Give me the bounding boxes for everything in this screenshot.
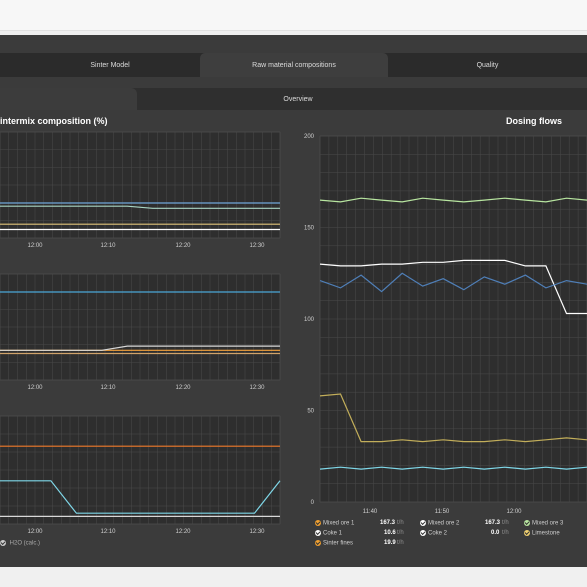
legend-value: 0.0 — [491, 530, 500, 536]
legend-unit: t/h — [397, 540, 404, 546]
legend-item-mixed-ore-2[interactable]: Mixed ore 2 — [420, 520, 459, 530]
legend-value: 167.3 — [485, 520, 501, 526]
legend-label: Mixed ore 3 — [532, 520, 564, 527]
page-bottom — [0, 567, 587, 587]
check-icon — [420, 520, 426, 526]
dosing-flows-chart: 0 50 100 150 200 11:40 11:50 12:00 — [298, 130, 587, 522]
app-frame: Sinter Model Raw material compositions Q… — [0, 35, 587, 567]
x-tick-label: 12:00 — [27, 529, 43, 535]
x-tick-label: 12:00 — [27, 243, 43, 249]
legend-unit: t/h — [397, 520, 404, 526]
y-tick-label: 0 — [311, 500, 315, 506]
y-tick-label: 200 — [304, 134, 315, 140]
x-tick-label: 12:00 — [27, 385, 43, 391]
legend-row: Mixed ore 1 167.3 t/h Mixed ore 2 167.3 … — [313, 520, 587, 530]
x-tick-label: 12:00 — [506, 509, 522, 515]
legend-label: Mixed ore 2 — [428, 520, 460, 527]
legend-row: Coke 1 10.6 t/h Coke 2 0.0 t/h Limestone — [313, 530, 587, 540]
x-tick-label: 12:30 — [249, 529, 265, 535]
legend-value: 10.6 — [384, 530, 396, 536]
tab-raw-material-compositions[interactable]: Raw material compositions — [200, 53, 388, 77]
series-line — [319, 466, 587, 470]
check-icon — [315, 540, 321, 546]
check-icon — [315, 530, 321, 536]
legend-item-limestone[interactable]: Limestone — [524, 530, 560, 540]
x-tick-label: 12:10 — [100, 385, 116, 391]
main-tab-bar: Sinter Model Raw material compositions Q… — [0, 53, 587, 77]
sub-tab-bar: Overview — [0, 88, 587, 110]
check-icon — [524, 520, 530, 526]
y-tick-label: 50 — [307, 409, 314, 415]
sintermix-chart-1: 12:00 12:10 12:20 12:30 — [0, 130, 285, 258]
check-icon — [315, 520, 321, 526]
legend-item-mixed-ore-3[interactable]: Mixed ore 3 — [524, 520, 563, 530]
series-line — [319, 393, 587, 443]
right-panel-title: Dosing flows — [506, 116, 562, 126]
x-tick-label: 12:30 — [249, 243, 265, 249]
x-tick-label: 12:10 — [100, 529, 116, 535]
legend-row: Sinter fines 19.9 t/h — [313, 540, 587, 550]
x-tick-label: 12:30 — [249, 385, 265, 391]
legend-item-coke-1[interactable]: Coke 1 — [315, 530, 342, 540]
series-line — [319, 197, 587, 203]
series-line — [319, 259, 587, 315]
x-tick-label: 12:20 — [175, 243, 191, 249]
x-tick-label: 11:40 — [363, 509, 378, 515]
left-legend-label: H2O (calc.) — [9, 540, 41, 547]
left-panel-title: intermix composition (%) — [0, 116, 108, 126]
legend-label: Coke 2 — [428, 530, 448, 537]
legend-unit: t/h — [502, 530, 509, 536]
tab-quality[interactable]: Quality — [476, 62, 499, 69]
subtab-overview[interactable]: Overview — [283, 96, 313, 103]
series-line — [0, 205, 280, 209]
legend-item-sinter-fines[interactable]: Sinter fines — [315, 540, 353, 550]
x-tick-label: 12:10 — [100, 243, 116, 249]
series-line — [0, 345, 280, 351]
left-legend: H2O (calc.) — [0, 540, 40, 547]
browser-top-bar — [0, 0, 587, 31]
legend-label: Mixed ore 1 — [323, 520, 355, 527]
legend-item-coke-2[interactable]: Coke 2 — [420, 530, 447, 540]
x-tick-label: 11:50 — [435, 509, 450, 515]
legend-label: Coke 1 — [323, 530, 343, 537]
check-icon — [420, 530, 426, 536]
series-line — [0, 480, 281, 514]
legend-value: 167.3 — [380, 520, 396, 526]
legend-unit: t/h — [397, 530, 404, 536]
legend-label: Limestone — [532, 530, 560, 537]
check-icon — [0, 540, 6, 546]
legend-label: Sinter fines — [323, 540, 354, 547]
dosing-flows-legend: Mixed ore 1 167.3 t/h Mixed ore 2 167.3 … — [313, 520, 587, 550]
legend-value: 19.9 — [384, 540, 396, 546]
sintermix-chart-2: 12:00 12:10 12:20 12:30 — [0, 272, 285, 400]
x-tick-label: 12:20 — [175, 529, 191, 535]
y-tick-label: 100 — [304, 317, 315, 323]
subtab-active[interactable] — [0, 88, 137, 110]
sintermix-chart-3: 12:00 12:10 12:20 12:30 — [0, 414, 285, 544]
check-icon — [524, 530, 530, 536]
tab-sinter-model[interactable]: Sinter Model — [90, 62, 130, 69]
legend-item-mixed-ore-1[interactable]: Mixed ore 1 — [315, 520, 354, 530]
y-tick-label: 150 — [304, 226, 315, 232]
legend-unit: t/h — [502, 520, 509, 526]
x-tick-label: 12:20 — [175, 385, 191, 391]
series-line — [319, 272, 587, 293]
